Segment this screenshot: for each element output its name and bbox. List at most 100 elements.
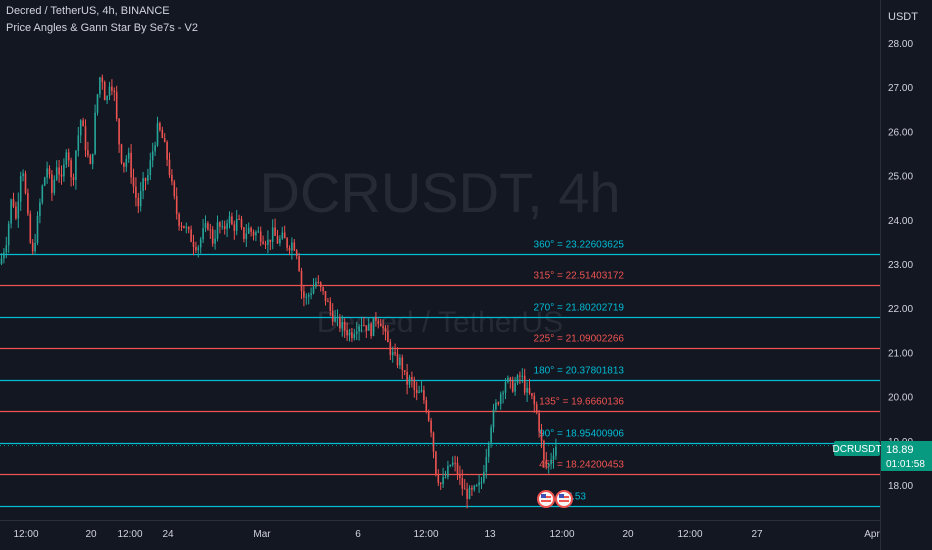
candle-body: [504, 382, 507, 393]
candle-body: [34, 242, 36, 252]
candle-body: [159, 123, 161, 130]
candle-body: [339, 317, 341, 329]
candle-body: [341, 322, 344, 329]
candle-body: [418, 391, 420, 393]
candle-body: [413, 379, 416, 390]
candle-body: [12, 199, 15, 207]
candle-body: [82, 120, 84, 127]
candle-body: [312, 286, 315, 294]
candle-body: [204, 223, 207, 229]
candle-body: [70, 160, 72, 178]
candle-body: [250, 227, 252, 232]
candle-body: [67, 152, 70, 161]
gann-level-label: 315° = 22.51403172: [534, 271, 625, 282]
candle-body: [547, 464, 550, 466]
price-axis[interactable]: 28.00 27.00 26.00 25.00 24.00 23.00 22.00 21.00…: [888, 39, 913, 492]
candle-body: [228, 216, 231, 224]
symbol-title[interactable]: Decred / TetherUS, 4h, BINANCE: [6, 5, 170, 17]
indicator-title[interactable]: Price Angles & Gann Star By Se7s - V2: [6, 22, 198, 34]
time-axis[interactable]: 12:00 20 12:00 24 Mar 6 12:00 13 12:00 20 12:00 27 A…: [13, 529, 880, 540]
candle-body: [403, 370, 406, 373]
candle-body: [478, 482, 480, 486]
candle-body: [396, 353, 399, 366]
candle-body: [120, 144, 123, 163]
us-flag-icon[interactable]: [555, 490, 573, 508]
candle-body: [238, 218, 240, 220]
candle-body: [475, 485, 478, 487]
candle-body: [29, 213, 32, 243]
candle-body: [307, 295, 310, 297]
time-tick-label: 12:00: [13, 529, 38, 540]
candle-body: [286, 238, 288, 248]
candle-body: [439, 482, 442, 485]
candle-body: [399, 357, 401, 366]
candle-body: [466, 488, 468, 499]
candle-body: [65, 152, 68, 165]
candle-body: [127, 152, 130, 159]
candle-body: [51, 174, 53, 193]
candle-body: [394, 352, 396, 354]
candle-body: [355, 331, 358, 334]
candle-body: [216, 222, 219, 239]
candle-body: [252, 231, 255, 236]
candle-body: [291, 242, 293, 251]
candle-body: [214, 238, 216, 244]
time-tick-label: 6: [355, 529, 361, 540]
event-markers[interactable]: [537, 490, 573, 508]
candle-body: [363, 325, 365, 327]
candle-body: [358, 326, 360, 332]
us-flag-icon[interactable]: [537, 490, 555, 508]
candle-body: [139, 191, 142, 207]
candle-body: [463, 488, 466, 490]
candle-body: [430, 420, 432, 433]
candle-body: [195, 246, 197, 251]
candle-body: [94, 112, 96, 154]
candle-body: [423, 389, 425, 401]
price-candles: [0, 74, 557, 509]
candle-body: [91, 153, 94, 164]
candle-body: [125, 158, 128, 167]
gann-level-label: 135° = 19.6660136: [539, 397, 624, 408]
candle-body: [379, 323, 382, 327]
candle-body: [267, 239, 269, 245]
candle-body: [454, 462, 456, 464]
candle-body: [187, 227, 190, 230]
candle-body: [415, 389, 418, 393]
candle-body: [555, 446, 557, 456]
candle-body: [108, 86, 111, 97]
candle-body: [543, 440, 545, 460]
candle-body: [480, 482, 483, 484]
candle-body: [447, 466, 449, 478]
candle-body: [473, 485, 476, 490]
candle-body: [384, 328, 387, 332]
time-tick-label: 20: [622, 529, 634, 540]
candle-body: [197, 247, 200, 251]
candle-body: [55, 167, 58, 180]
candle-body: [300, 270, 303, 292]
candle-body: [96, 94, 99, 113]
candle-body: [89, 155, 92, 164]
candle-body: [348, 332, 351, 336]
price-tick-label: 22.00: [888, 304, 913, 315]
candle-body: [516, 375, 519, 384]
candle-body: [408, 377, 411, 385]
candle-body: [459, 474, 461, 478]
candle-body: [319, 282, 322, 288]
candle-body: [550, 459, 552, 465]
candle-body: [334, 317, 336, 322]
candle-body: [298, 256, 300, 271]
candle-body: [31, 242, 34, 252]
gann-level-label: 225° = 21.09002266: [534, 334, 625, 345]
candle-body: [199, 239, 202, 248]
time-tick-label: 20: [85, 529, 97, 540]
price-tick-label: 27.00: [888, 83, 913, 94]
candle-body: [233, 224, 236, 231]
gann-levels: 360° = 23.22603625 315° = 22.51403172 270°…: [0, 240, 880, 508]
price-tick-label: 23.00: [888, 260, 913, 271]
candle-body: [123, 162, 125, 167]
candle-body: [79, 120, 82, 136]
candle-body: [103, 82, 106, 101]
candle-body: [226, 223, 228, 230]
